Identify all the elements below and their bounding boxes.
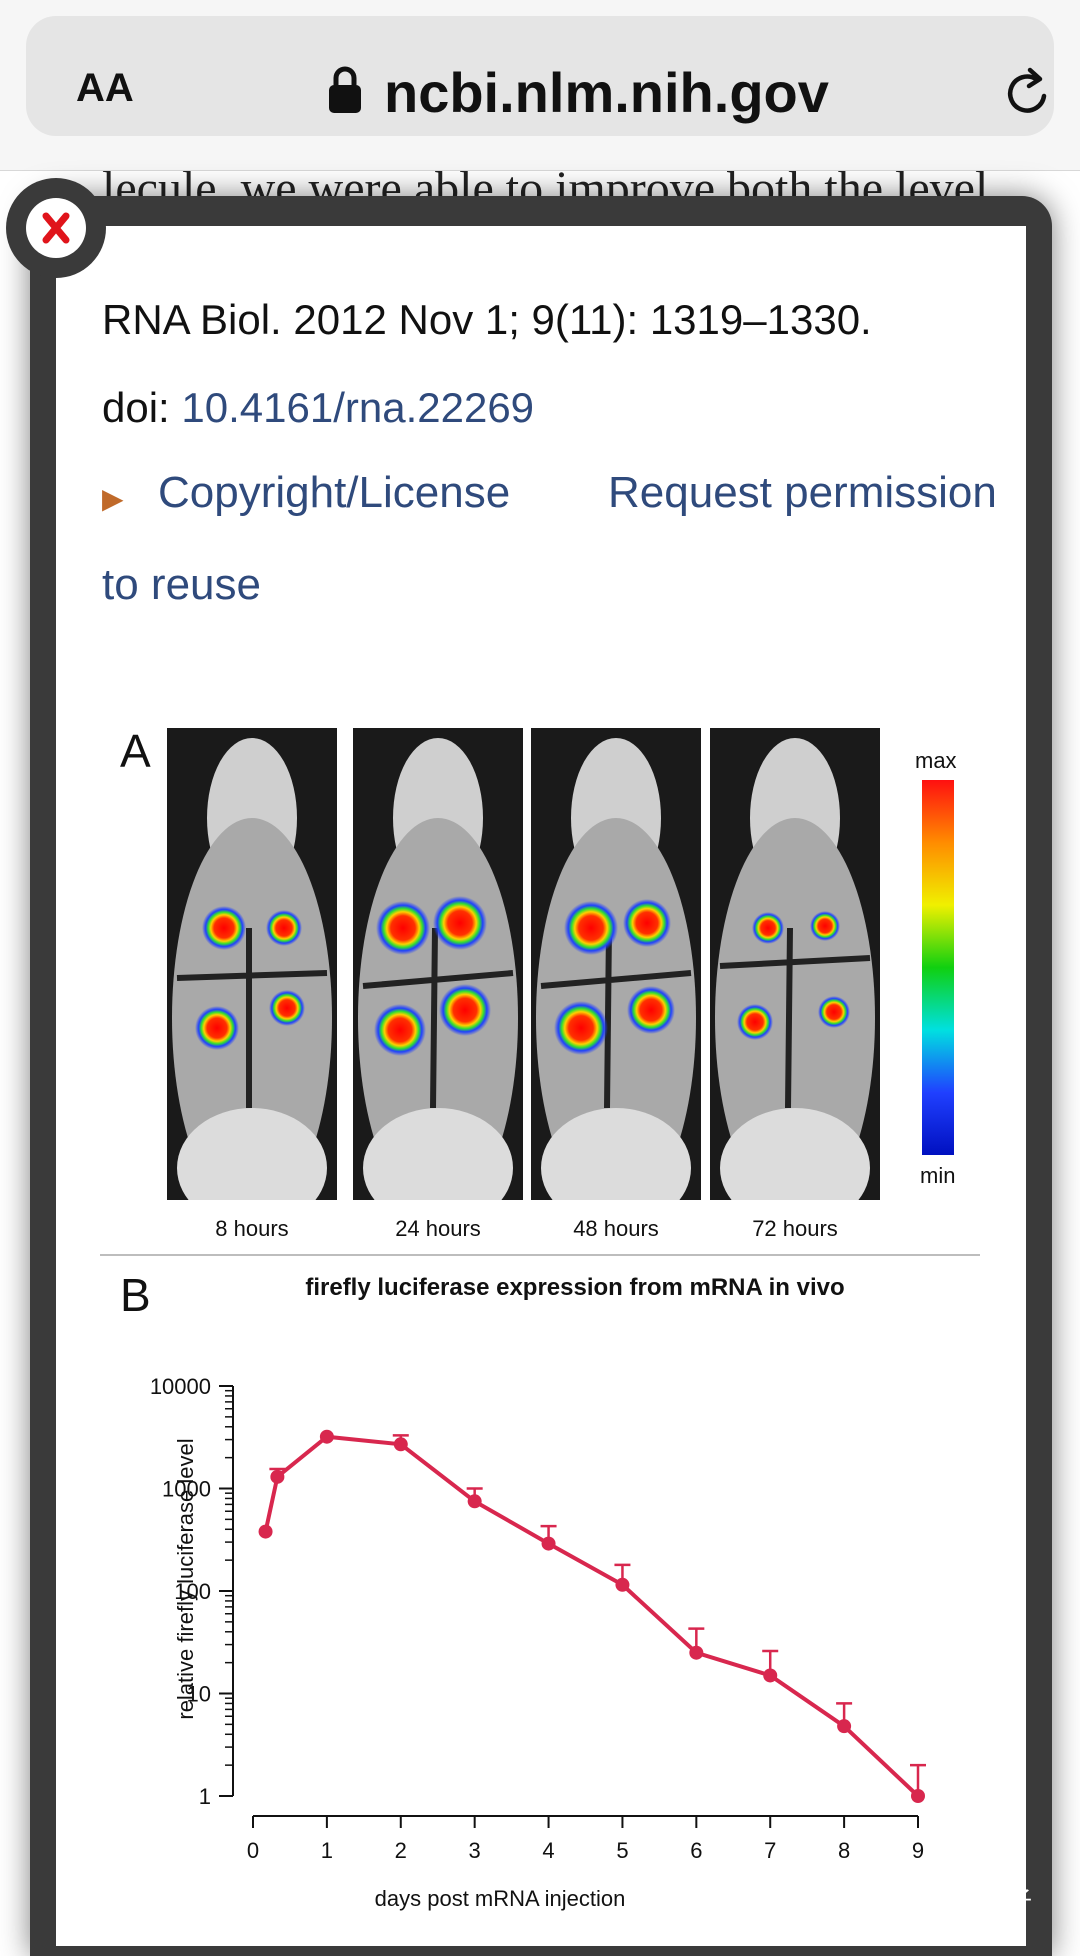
x-tick-label: 2 xyxy=(395,1838,407,1863)
panel-b-label: B xyxy=(120,1269,151,1321)
colorbar xyxy=(922,780,954,1155)
text-size-button[interactable]: AA xyxy=(76,66,134,111)
x-tick-label: 8 xyxy=(838,1838,850,1863)
expand-arrow-icon[interactable]: ▶ xyxy=(102,483,124,514)
watermark-text: 留美学子 xyxy=(936,1887,1032,1914)
x-tick-label: 1 xyxy=(321,1838,333,1863)
doi-link[interactable]: 10.4161/rna.22269 xyxy=(181,384,535,431)
time-label: 8 hours xyxy=(215,1216,289,1241)
y-tick-label: 1000 xyxy=(162,1477,211,1502)
chart-title: firefly luciferase expression from mRNA … xyxy=(305,1274,845,1301)
series-line xyxy=(263,1434,920,1798)
y-axis-label: relative firefly luciferase level xyxy=(173,1438,198,1720)
time-label: 72 hours xyxy=(752,1216,838,1241)
y-tick-label: 1 xyxy=(199,1784,211,1809)
mouse-image xyxy=(531,728,701,1200)
data-point xyxy=(689,1645,704,1660)
data-point xyxy=(541,1536,556,1551)
y-tick-label: 10000 xyxy=(150,1374,211,1399)
x-tick-label: 5 xyxy=(616,1838,628,1863)
data-point xyxy=(258,1524,273,1539)
data-point xyxy=(615,1577,630,1592)
lock-icon xyxy=(329,66,361,113)
x-tick-label: 4 xyxy=(542,1838,554,1863)
data-point xyxy=(911,1789,925,1803)
mouse-image xyxy=(353,728,523,1200)
x-tick-label: 0 xyxy=(247,1838,259,1863)
copyright-license-link[interactable]: Copyright/License xyxy=(158,468,511,517)
data-point xyxy=(763,1668,778,1683)
mouse-image xyxy=(167,728,337,1200)
colorbar-max-label: max xyxy=(915,748,957,773)
data-point xyxy=(837,1719,852,1734)
close-button[interactable] xyxy=(6,178,106,278)
figure-image: A xyxy=(100,700,980,1911)
address-bar[interactable]: AA ncbi.nlm.nih.gov xyxy=(26,16,1054,136)
x-axis-label: days post mRNA injection xyxy=(374,1886,626,1911)
y-tick-label: 10 xyxy=(187,1682,211,1707)
reload-icon[interactable] xyxy=(1000,66,1054,120)
data-point xyxy=(393,1437,408,1452)
request-permission-link-continued[interactable]: to reuse xyxy=(102,560,261,609)
figure-divider xyxy=(100,1254,980,1256)
data-point xyxy=(319,1429,334,1444)
x-tick-label: 6 xyxy=(690,1838,702,1863)
url-text[interactable]: ncbi.nlm.nih.gov xyxy=(384,61,829,124)
time-label: 24 hours xyxy=(395,1216,481,1241)
browser-toolbar: AA ncbi.nlm.nih.gov xyxy=(0,0,1080,171)
text-size-label: AA xyxy=(76,66,134,110)
data-point xyxy=(270,1469,285,1484)
x-tick-label: 9 xyxy=(912,1838,924,1863)
panel-a-label: A xyxy=(120,725,151,777)
citation-text: RNA Biol. 2012 Nov 1; 9(11): 1319–1330. xyxy=(102,296,872,343)
data-point xyxy=(467,1494,482,1509)
time-label: 48 hours xyxy=(573,1216,659,1241)
request-permission-link[interactable]: Request permission xyxy=(608,468,997,517)
y-tick-label: 100 xyxy=(174,1579,211,1604)
doi-label: doi: xyxy=(102,384,182,431)
x-tick-label: 3 xyxy=(469,1838,481,1863)
close-icon xyxy=(42,212,70,244)
mouse-image xyxy=(710,728,880,1200)
doi-row: doi: 10.4161/rna.22269 xyxy=(102,384,534,432)
colorbar-min-label: min xyxy=(920,1163,956,1188)
x-tick-label: 7 xyxy=(764,1838,776,1863)
line-chart: 1 10 100 1000 10000 0 1 2 3 4 5 6 7 8 9 xyxy=(150,1374,926,1863)
wechat-icon xyxy=(882,1881,922,1908)
